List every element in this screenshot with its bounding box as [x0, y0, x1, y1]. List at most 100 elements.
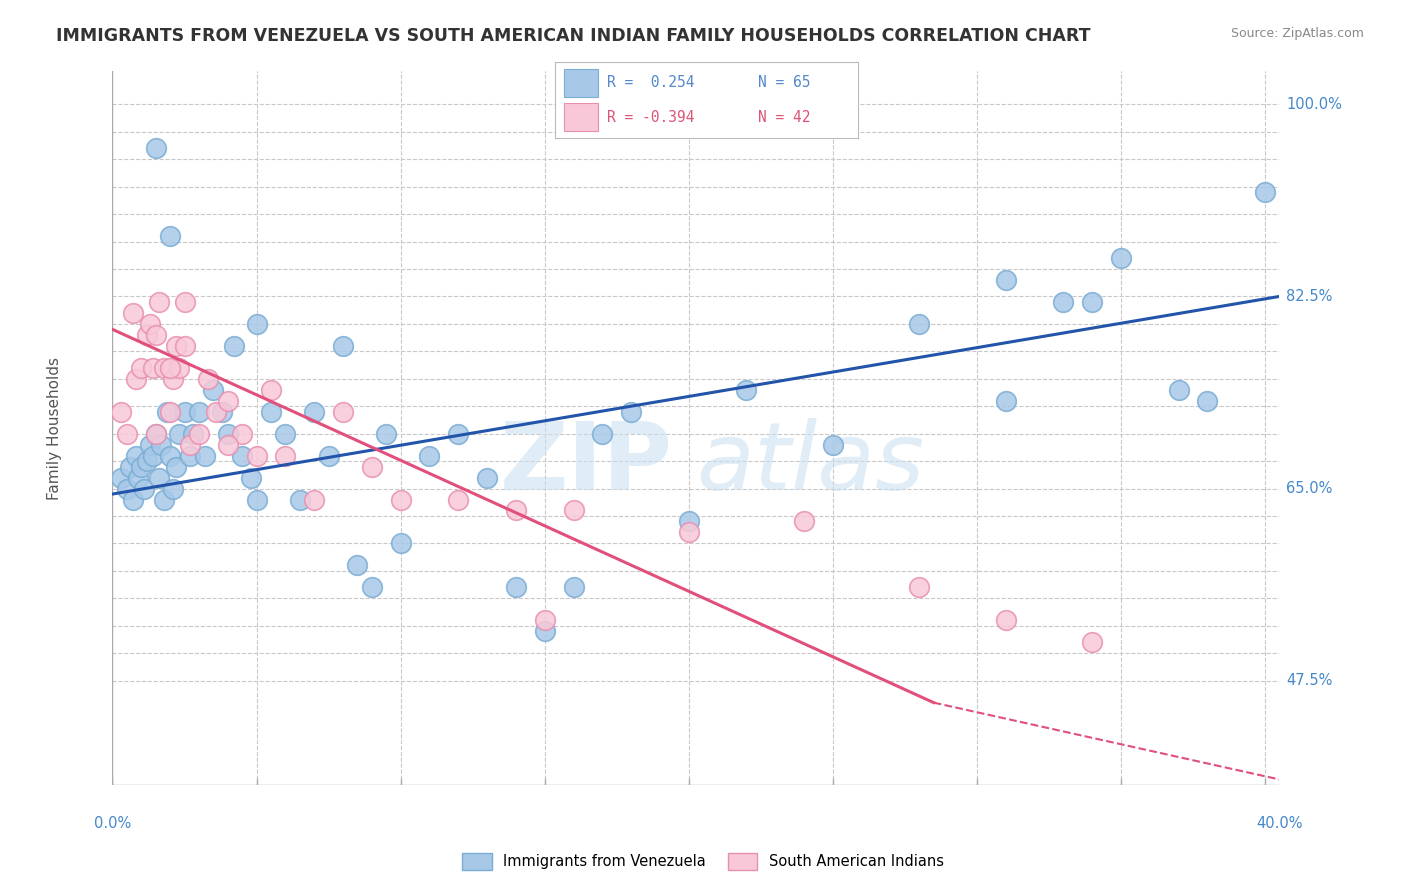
Point — [187, 405, 209, 419]
Point — [994, 613, 1017, 627]
Point — [994, 273, 1017, 287]
Point — [1167, 383, 1189, 397]
Point — [620, 405, 643, 419]
Point — [562, 503, 585, 517]
Text: 65.0%: 65.0% — [1286, 481, 1333, 496]
Point — [145, 426, 167, 441]
Point — [202, 383, 225, 397]
Point — [217, 426, 239, 441]
Point — [162, 372, 184, 386]
Point — [136, 327, 159, 342]
Point — [260, 405, 283, 419]
Text: R = -0.394: R = -0.394 — [607, 110, 695, 125]
Point — [142, 360, 165, 375]
Point — [475, 470, 498, 484]
Point — [418, 449, 440, 463]
Text: 0.0%: 0.0% — [94, 816, 131, 831]
Point — [142, 449, 165, 463]
Point — [110, 405, 132, 419]
Point — [124, 372, 146, 386]
Point — [127, 470, 149, 484]
Point — [591, 426, 613, 441]
Point — [181, 426, 204, 441]
Point — [821, 437, 844, 451]
Point — [179, 449, 201, 463]
Point — [145, 141, 167, 155]
Point — [148, 294, 170, 309]
Point — [159, 360, 181, 375]
Text: 40.0%: 40.0% — [1256, 816, 1303, 831]
Point — [173, 339, 195, 353]
Text: atlas: atlas — [696, 418, 924, 509]
Bar — [564, 103, 598, 130]
Point — [115, 426, 138, 441]
Point — [197, 372, 219, 386]
Point — [735, 383, 758, 397]
Point — [793, 515, 815, 529]
Point — [332, 339, 354, 353]
Point — [173, 294, 195, 309]
Point — [260, 383, 283, 397]
Point — [505, 503, 527, 517]
Point — [173, 405, 195, 419]
Point — [121, 306, 143, 320]
Point — [533, 624, 555, 639]
Point — [360, 580, 382, 594]
Text: Family Households: Family Households — [46, 357, 62, 500]
Text: 82.5%: 82.5% — [1286, 289, 1333, 304]
Point — [908, 580, 931, 594]
Point — [139, 317, 162, 331]
Point — [1254, 185, 1277, 199]
Point — [159, 229, 181, 244]
Point — [908, 317, 931, 331]
Point — [1081, 294, 1104, 309]
Point — [389, 492, 412, 507]
Point — [288, 492, 311, 507]
Point — [167, 426, 190, 441]
Point — [110, 470, 132, 484]
Point — [194, 449, 217, 463]
Point — [118, 459, 141, 474]
Point — [121, 492, 143, 507]
Point — [148, 470, 170, 484]
Point — [302, 405, 325, 419]
Point — [159, 405, 181, 419]
Point — [239, 470, 262, 484]
Point — [205, 405, 228, 419]
Point — [159, 449, 181, 463]
Point — [245, 449, 267, 463]
Point — [153, 492, 176, 507]
Point — [162, 482, 184, 496]
Point — [115, 482, 138, 496]
Point — [274, 426, 297, 441]
Point — [136, 454, 159, 468]
Point — [231, 449, 253, 463]
Point — [150, 437, 173, 451]
Point — [245, 317, 267, 331]
Point — [153, 360, 176, 375]
Point — [533, 613, 555, 627]
Point — [360, 459, 382, 474]
Point — [211, 405, 233, 419]
Point — [129, 459, 152, 474]
Point — [165, 339, 187, 353]
Point — [678, 515, 700, 529]
Legend: Immigrants from Venezuela, South American Indians: Immigrants from Venezuela, South America… — [457, 847, 949, 876]
Point — [389, 536, 412, 550]
Point — [124, 449, 146, 463]
Text: 100.0%: 100.0% — [1286, 97, 1343, 112]
Point — [562, 580, 585, 594]
Point — [994, 393, 1017, 408]
Point — [505, 580, 527, 594]
Point — [678, 525, 700, 540]
Bar — [564, 70, 598, 96]
Point — [167, 360, 190, 375]
Point — [134, 482, 156, 496]
Point — [346, 558, 368, 573]
Point — [145, 327, 167, 342]
Text: 47.5%: 47.5% — [1286, 673, 1333, 688]
Point — [217, 393, 239, 408]
Text: Source: ZipAtlas.com: Source: ZipAtlas.com — [1230, 27, 1364, 40]
Point — [222, 339, 245, 353]
Point — [165, 459, 187, 474]
